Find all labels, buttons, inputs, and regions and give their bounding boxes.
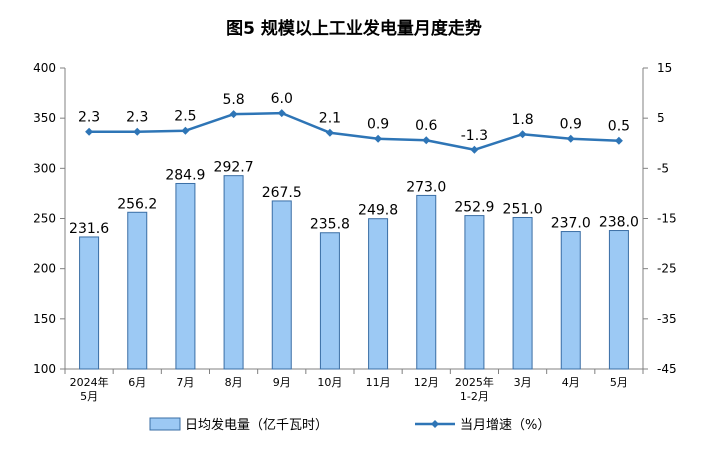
legend-bar-swatch bbox=[149, 417, 181, 431]
y-right-tick-label: -35 bbox=[657, 312, 677, 326]
line-point-marker bbox=[422, 136, 431, 145]
x-tick-label: 3月 bbox=[514, 376, 532, 389]
line-data-label: 0.5 bbox=[608, 119, 630, 135]
line-point-marker bbox=[325, 128, 334, 137]
y-right-tick-label: 5 bbox=[657, 111, 665, 125]
y-right-tick-label: -5 bbox=[657, 161, 669, 175]
line-data-label: 2.5 bbox=[174, 109, 196, 125]
y-left-tick-label: 400 bbox=[33, 61, 56, 75]
line-data-label: 5.8 bbox=[222, 92, 244, 108]
y-left-tick-label: 100 bbox=[33, 362, 56, 376]
bar-data-label: 284.9 bbox=[165, 167, 205, 183]
line-point-marker bbox=[85, 127, 94, 136]
line-data-label: -1.3 bbox=[461, 128, 488, 144]
y-right-tick-label: -25 bbox=[657, 262, 677, 276]
line-point-marker bbox=[133, 127, 142, 136]
x-tick-label: 10月 bbox=[317, 376, 342, 389]
bar bbox=[223, 175, 244, 370]
y-right-tick-label: 15 bbox=[657, 61, 672, 75]
line-point-marker bbox=[181, 126, 190, 135]
bar bbox=[560, 231, 581, 370]
plot-area: 100 150 200 250 300 350 400 -45 -35 -25 -15 -5 5 15 20… bbox=[33, 61, 677, 403]
line-point-marker bbox=[374, 134, 383, 143]
x-tick-label: 9月 bbox=[273, 376, 291, 389]
line-point-marker bbox=[229, 110, 238, 119]
line-point-marker bbox=[518, 130, 527, 139]
bar bbox=[608, 230, 629, 370]
x-tick-label: 6月 bbox=[128, 376, 146, 389]
legend-line-label: 当月增速（%） bbox=[460, 418, 550, 433]
legend-line-marker bbox=[431, 420, 439, 428]
line-data-label: 6.0 bbox=[271, 91, 293, 107]
bar bbox=[368, 218, 389, 370]
bar-data-label: 256.2 bbox=[117, 196, 157, 212]
line-data-label: 2.3 bbox=[78, 110, 100, 126]
bar bbox=[271, 200, 292, 370]
y-left-tick-label: 250 bbox=[33, 212, 56, 226]
bar bbox=[464, 215, 485, 370]
bar-data-label: 292.7 bbox=[214, 160, 254, 176]
y-left-tick-label: 300 bbox=[33, 161, 56, 175]
bar bbox=[416, 194, 437, 370]
chart-title: 图5 规模以上工业发电量月度走势 bbox=[226, 18, 482, 39]
legend-bar-label: 日均发电量（亿千瓦时） bbox=[185, 417, 328, 433]
bar-data-label: 273.0 bbox=[406, 179, 446, 195]
x-tick-label: 2025年 1-2月 bbox=[455, 375, 494, 403]
y-left-tick-label: 350 bbox=[33, 111, 56, 125]
line-data-label: 0.9 bbox=[560, 117, 582, 133]
line-data-label: 1.8 bbox=[511, 112, 533, 128]
bar-data-label: 235.8 bbox=[310, 217, 350, 233]
y-right-tick-label: -45 bbox=[657, 362, 677, 376]
x-tick-label: 11月 bbox=[366, 376, 391, 389]
x-tick-label: 8月 bbox=[225, 376, 243, 389]
line-data-label: 2.1 bbox=[319, 111, 341, 127]
bar-data-label: 249.8 bbox=[358, 203, 398, 219]
legend: 日均发电量（亿千瓦时） 当月增速（%） bbox=[149, 417, 550, 433]
x-tick-label: 4月 bbox=[562, 376, 580, 389]
line-point-marker bbox=[470, 145, 479, 154]
line-point-marker bbox=[614, 136, 623, 145]
line-data-label: 0.9 bbox=[367, 117, 389, 133]
line-series-path bbox=[89, 111, 619, 152]
bar-data-label: 252.9 bbox=[454, 200, 494, 216]
x-tick-label: 7月 bbox=[176, 376, 194, 389]
y-left-tick-label: 200 bbox=[33, 262, 56, 276]
bar-data-label: 267.5 bbox=[262, 185, 302, 201]
bar-data-label: 237.0 bbox=[551, 216, 591, 232]
bar-data-label: 231.6 bbox=[69, 221, 109, 237]
line-point-marker bbox=[566, 134, 575, 143]
bar bbox=[79, 236, 100, 370]
y-right-tick-label: -15 bbox=[657, 212, 677, 226]
x-tick-label: 12月 bbox=[414, 376, 439, 389]
bar bbox=[319, 232, 340, 370]
bar bbox=[127, 211, 148, 370]
x-tick-label: 5月 bbox=[610, 376, 628, 389]
bar-data-label: 238.0 bbox=[599, 215, 639, 231]
line-point-marker bbox=[277, 109, 286, 118]
line-data-label: 2.3 bbox=[126, 110, 148, 126]
y-left-tick-label: 150 bbox=[33, 312, 56, 326]
bar bbox=[175, 182, 196, 370]
bar bbox=[512, 216, 533, 370]
bar-data-label: 251.0 bbox=[503, 201, 543, 217]
line-data-label: 0.6 bbox=[415, 118, 437, 134]
x-tick-label: 2024年 5月 bbox=[70, 375, 109, 403]
